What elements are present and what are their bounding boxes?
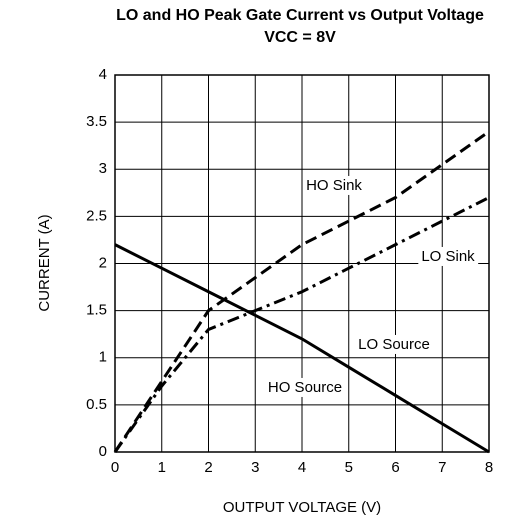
y-tick-label: 1: [99, 349, 107, 366]
plot-frame: [114, 74, 490, 453]
series-line: [113, 130, 490, 453]
series-line: [114, 243, 490, 454]
chart-subtitle: VCC = 8V: [264, 29, 336, 46]
x-tick-label: 7: [438, 459, 446, 476]
y-tick-label: 0.5: [86, 396, 107, 413]
x-tick-label: 8: [485, 459, 493, 476]
y-tick-label: 1.5: [86, 302, 107, 319]
annotation-bg: [303, 175, 366, 195]
series-line: [113, 196, 490, 453]
annotation-bg: [264, 377, 346, 397]
annotation: LO Sink: [421, 248, 475, 265]
x-tick-label: 3: [251, 459, 259, 476]
annotation: HO Source: [268, 379, 342, 396]
y-axis-label: CURRENT (A): [36, 214, 53, 311]
annotation-bg: [418, 246, 479, 266]
y-tick-label: 0: [99, 443, 107, 460]
y-tick-label: 2: [99, 254, 107, 271]
annotation: LO Source: [358, 336, 430, 353]
y-tick-label: 3: [99, 160, 107, 177]
y-tick-label: 2.5: [86, 207, 107, 224]
annotation: HO Sink: [306, 177, 362, 194]
y-tick-label: 4: [99, 66, 107, 83]
y-tick-label: 3.5: [86, 113, 107, 130]
chart-title: LO and HO Peak Gate Current vs Output Vo…: [116, 7, 484, 24]
x-tick-label: 2: [204, 459, 212, 476]
x-axis-label: OUTPUT VOLTAGE (V): [223, 499, 381, 516]
x-tick-label: 0: [111, 459, 119, 476]
x-tick-label: 4: [298, 459, 306, 476]
annotation-bg: [355, 334, 433, 354]
x-tick-label: 1: [158, 459, 166, 476]
x-tick-label: 5: [345, 459, 353, 476]
x-tick-label: 6: [391, 459, 399, 476]
